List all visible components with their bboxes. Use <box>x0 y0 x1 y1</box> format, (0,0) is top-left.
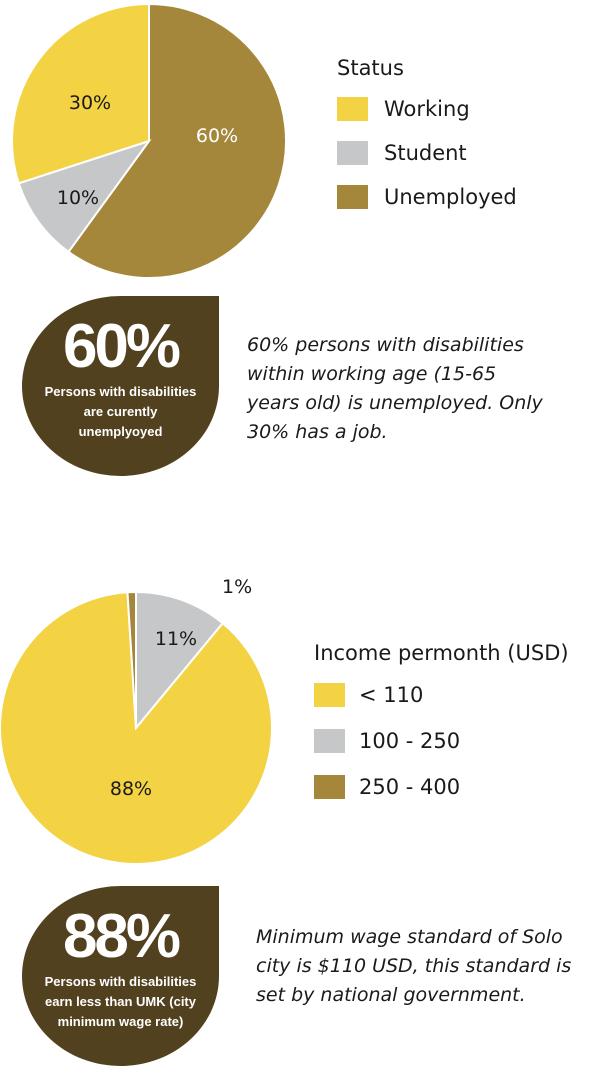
income-legend: Income permonth (USD) < 110 100 - 250 25… <box>314 641 569 799</box>
legend-swatch-under-110 <box>314 683 345 707</box>
badge-caption-line: Persons with disabilities <box>44 974 197 989</box>
badge-caption: Persons with disabilities are curently u… <box>22 382 219 442</box>
badge-percentage: 60% <box>62 312 181 381</box>
note-line: city is $110 USD, this standard is <box>256 955 572 977</box>
status-legend-title: Status <box>337 56 404 80</box>
badge-caption: Persons with disabilities earn less than… <box>22 972 219 1032</box>
pie-slice-100-250 <box>135 590 225 731</box>
note-line: Minimum wage standard of Solo <box>256 926 563 948</box>
income-badge: 88% Persons with disabilities earn less … <box>22 886 219 1066</box>
legend-swatch-working <box>337 97 368 121</box>
pie-value-label: 30% <box>69 92 111 114</box>
pie-value-label: 88% <box>110 778 152 800</box>
badge-caption-line: are curently <box>83 404 158 419</box>
legend-item-100-250: 100 - 250 <box>314 729 569 753</box>
note-line: years old) is unemployed. Only <box>247 392 543 414</box>
badge-caption-line: Persons with disabilities <box>44 384 197 399</box>
income-pie-chart: 11% 88% <box>0 590 273 865</box>
pie-slice-student <box>17 139 152 254</box>
legend-swatch-250-400 <box>314 775 345 799</box>
legend-label-250-400: 250 - 400 <box>359 775 461 799</box>
legend-label-100-250: 100 - 250 <box>359 729 461 753</box>
legend-label-working: Working <box>384 97 470 121</box>
pie-value-label-outside: 1% <box>222 576 253 598</box>
badge-caption-line: unemplyoyed <box>78 424 163 439</box>
legend-swatch-unemployed <box>337 185 368 209</box>
note-line: set by national government. <box>256 984 526 1006</box>
legend-label-unemployed: Unemployed <box>384 185 517 209</box>
note-line: 60% persons with disabilities <box>247 334 524 356</box>
note-line: within working age (15-65 <box>247 363 497 385</box>
status-pie-chart: 60% 10% 30% <box>11 2 287 279</box>
legend-swatch-100-250 <box>314 729 345 753</box>
pie-slice-250-400 <box>126 590 137 729</box>
pie-slice-unemployed <box>67 2 287 279</box>
pie-value-label: 10% <box>57 187 99 209</box>
income-legend-title: Income permonth (USD) <box>314 641 569 665</box>
legend-swatch-student <box>337 141 368 165</box>
minimum-wage-note: Minimum wage standard of Solo city is $1… <box>256 923 586 1010</box>
legend-item-under-110: < 110 <box>314 683 569 707</box>
unemployment-badge: 60% Persons with disabilities are curent… <box>22 296 219 476</box>
pie-value-label: 11% <box>155 628 197 650</box>
legend-item-student: Student <box>337 141 517 165</box>
legend-item-250-400: 250 - 400 <box>314 775 569 799</box>
legend-label-student: Student <box>384 141 467 165</box>
legend-label-under-110: < 110 <box>359 683 424 707</box>
legend-item-working: Working <box>337 97 517 121</box>
note-line: 30% has a job. <box>247 421 388 443</box>
status-legend: Status Working Student Unemployed <box>337 56 517 209</box>
badge-percentage: 88% <box>62 902 181 971</box>
pie-value-label: 60% <box>196 125 238 147</box>
legend-item-unemployed: Unemployed <box>337 185 517 209</box>
pie-slice-working <box>11 2 150 185</box>
unemployment-note: 60% persons with disabilities within wor… <box>247 331 592 447</box>
badge-caption-line: minimum wage rate) <box>57 1014 184 1029</box>
pie-slice-110 <box>0 591 273 865</box>
badge-caption-line: earn less than UMK (city <box>45 994 196 1009</box>
